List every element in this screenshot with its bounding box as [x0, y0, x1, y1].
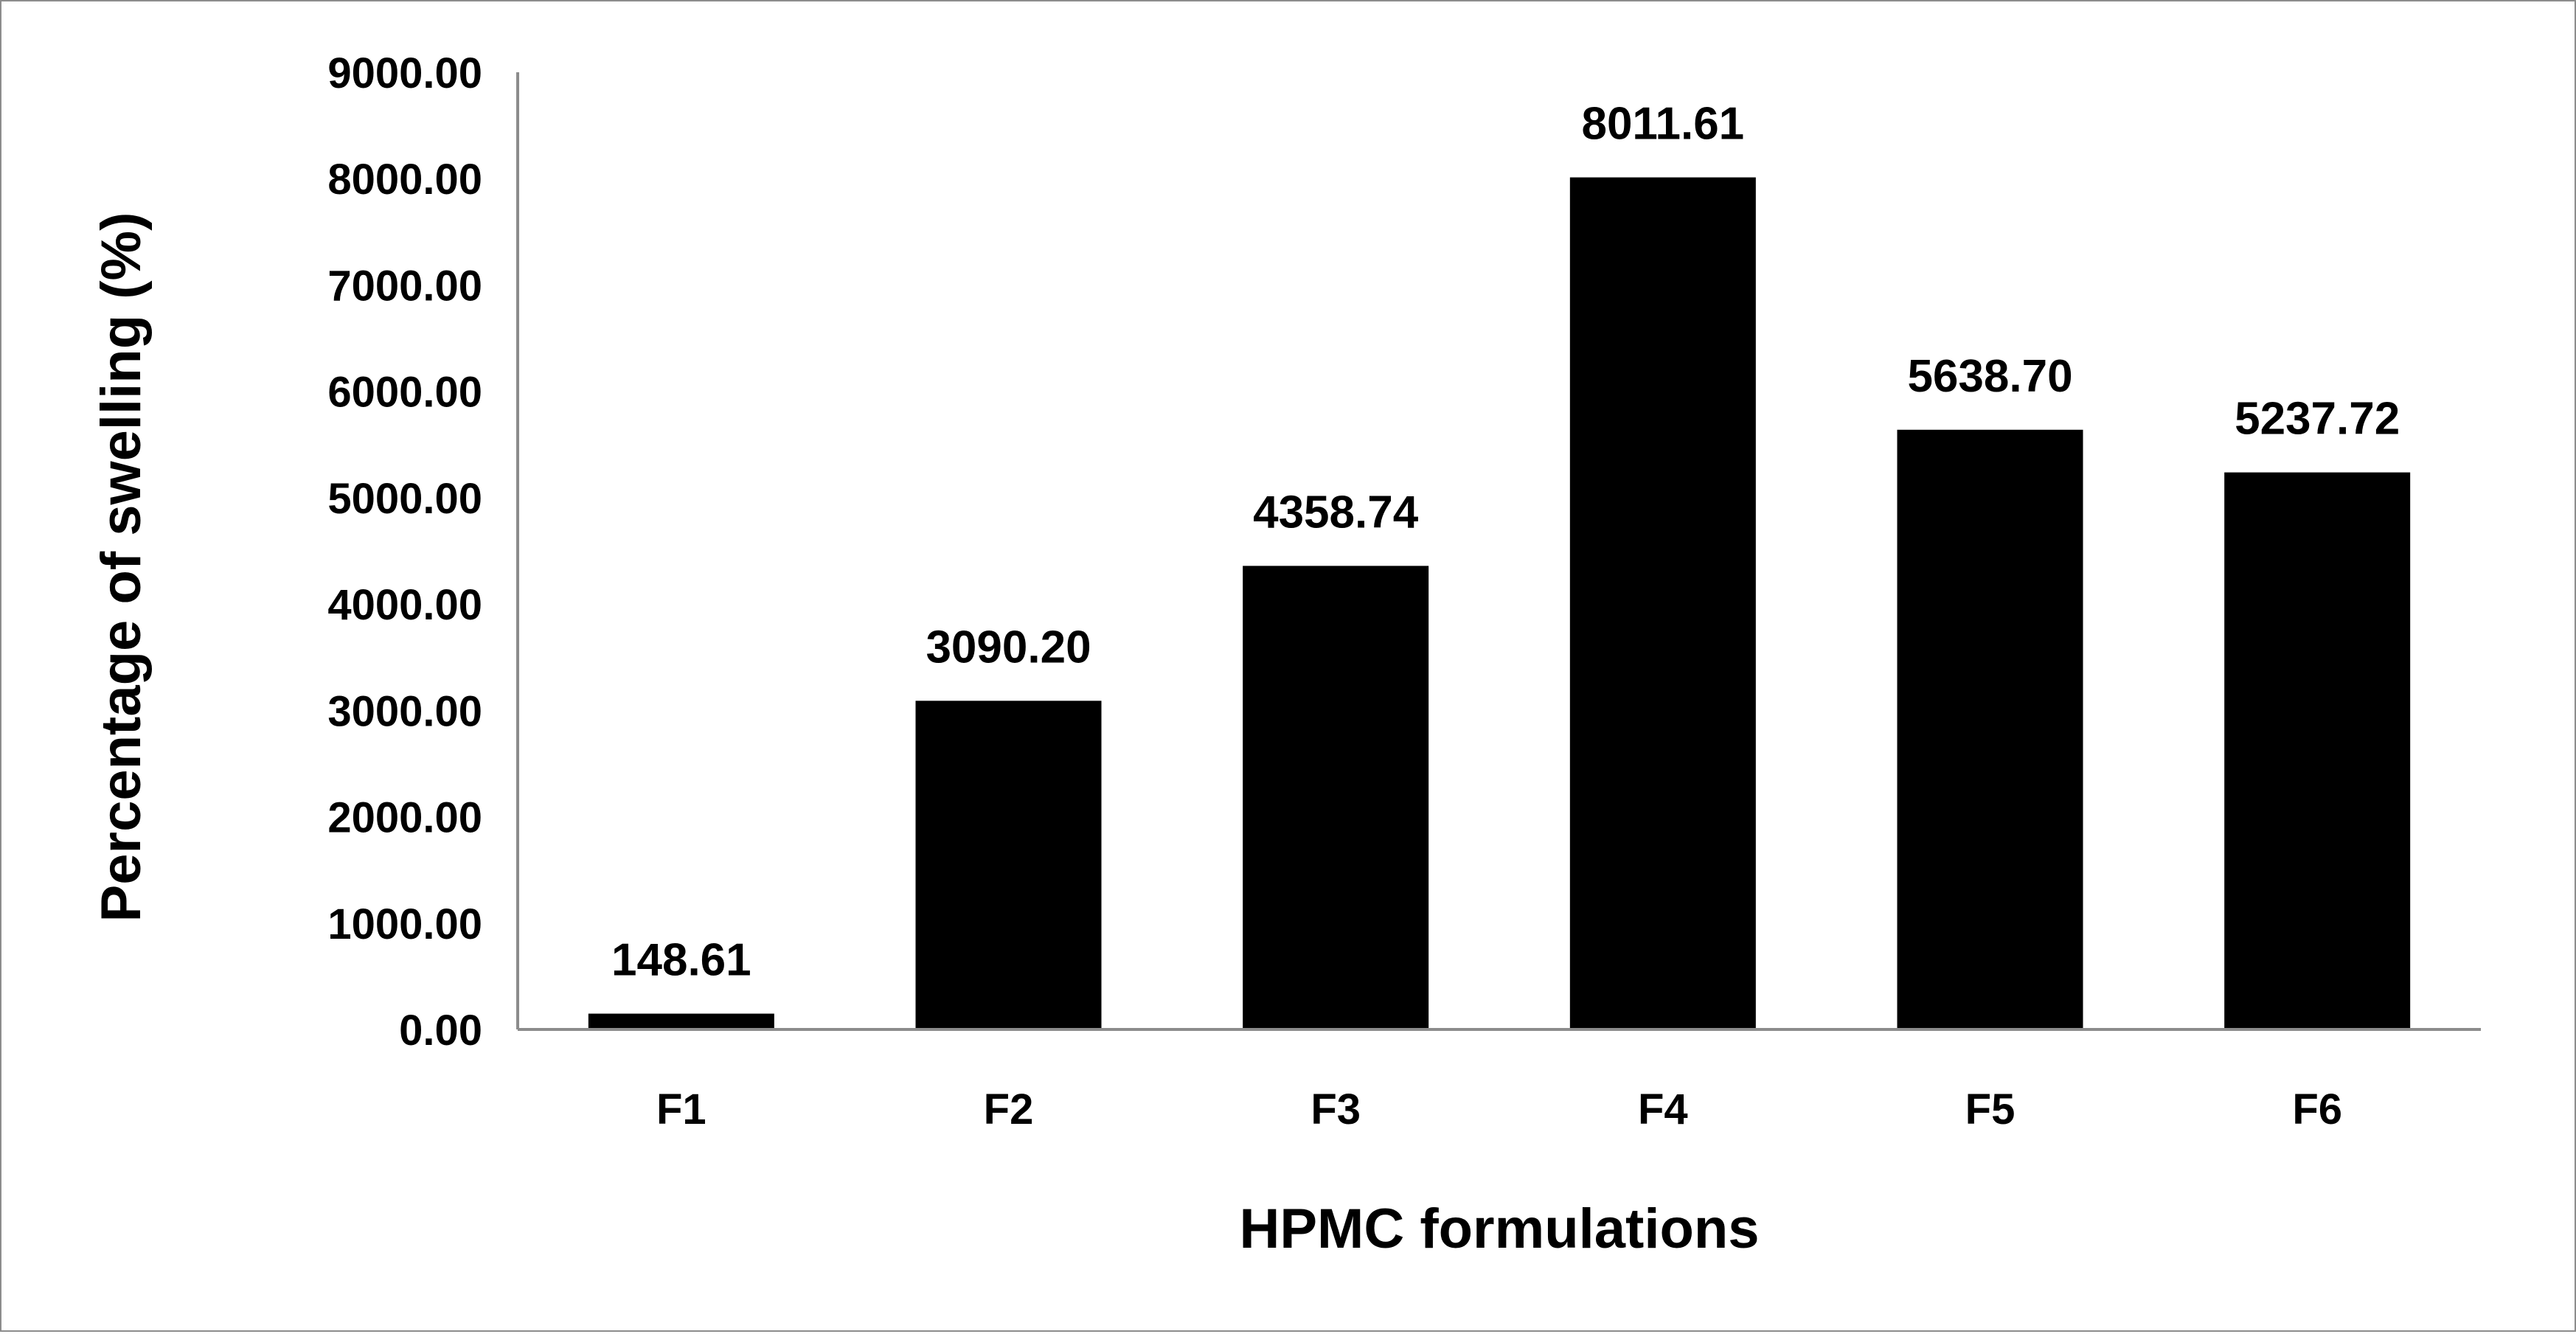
x-tick-label: F2 [984, 1085, 1034, 1133]
y-tick-label: 1000.00 [327, 900, 482, 948]
y-tick-label: 7000.00 [327, 262, 482, 310]
bar [1569, 177, 1756, 1029]
x-tick-label: F4 [1638, 1085, 1688, 1133]
y-tick-label: 9000.00 [327, 49, 482, 97]
data-labels: 148.61 3090.20 4358.74 8011.61 5638.70 5237.7… [611, 99, 2400, 986]
data-label: 5638.70 [1907, 351, 2072, 402]
x-tick-label: F1 [656, 1085, 707, 1133]
y-tick-label: 2000.00 [327, 794, 482, 842]
x-axis-ticks: F1 F2 F3 F4 F5 F6 [656, 1085, 2342, 1133]
bars [588, 177, 2411, 1029]
y-axis-title: Percentage of swelling (%) [90, 212, 153, 923]
y-tick-label: 6000.00 [327, 369, 482, 417]
y-tick-label: 3000.00 [327, 687, 482, 735]
bar [915, 701, 1102, 1029]
x-tick-label: F3 [1310, 1085, 1361, 1133]
bar [2224, 472, 2411, 1029]
bar [1897, 429, 2083, 1029]
bar [1243, 566, 1429, 1029]
data-label: 4358.74 [1253, 487, 1419, 538]
y-tick-label: 0.00 [399, 1007, 482, 1055]
y-tick-label: 4000.00 [327, 581, 482, 629]
data-label: 5237.72 [2235, 394, 2400, 445]
x-tick-label: F5 [1965, 1085, 2016, 1133]
y-tick-label: 8000.00 [327, 156, 482, 204]
data-label: 3090.20 [926, 622, 1091, 673]
x-axis-title: HPMC formulations [1239, 1198, 1759, 1260]
bar [588, 1013, 774, 1029]
y-tick-label: 5000.00 [327, 475, 482, 523]
x-tick-label: F6 [2292, 1085, 2342, 1133]
data-label: 148.61 [611, 935, 751, 986]
y-axis-ticks: 0.00 1000.00 2000.00 3000.00 4000.00 5000.00 6… [327, 49, 482, 1055]
data-label: 8011.61 [1581, 99, 1744, 150]
